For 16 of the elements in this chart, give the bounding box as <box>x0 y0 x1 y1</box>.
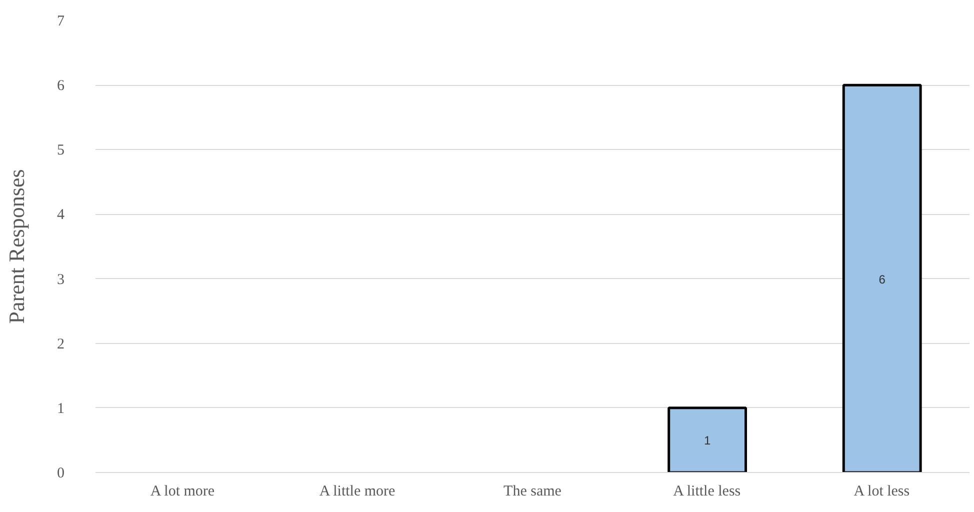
y-tick-label: 1 <box>57 400 64 417</box>
x-tick-label: A lot less <box>854 484 910 500</box>
y-tick-label: 3 <box>57 272 64 288</box>
x-tick-label: A little more <box>319 484 396 500</box>
y-axis-title: Parent Responses <box>4 169 29 324</box>
y-tick-label: 5 <box>57 142 64 159</box>
data-label: 1 <box>704 434 711 448</box>
y-tick-label: 0 <box>57 466 64 482</box>
x-tick-label: A lot more <box>150 484 215 500</box>
data-label: 6 <box>878 272 886 286</box>
x-tick-label: The same <box>504 484 562 500</box>
x-tick-label: A little less <box>673 484 741 500</box>
y-tick-label: 4 <box>57 207 65 224</box>
y-tick-label: 2 <box>57 336 64 352</box>
y-tick-label: 6 <box>57 78 65 94</box>
y-tick-label: 7 <box>57 14 65 30</box>
